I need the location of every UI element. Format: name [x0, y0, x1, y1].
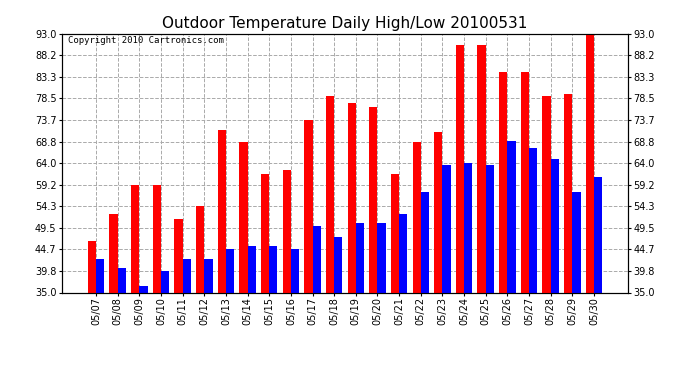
Bar	[348, 103, 356, 292]
Bar	[261, 174, 269, 292]
Bar	[542, 96, 551, 292]
Bar	[334, 237, 342, 292]
Bar	[248, 246, 256, 292]
Bar	[413, 142, 421, 292]
Bar	[499, 72, 507, 292]
Bar	[486, 165, 494, 292]
Bar	[96, 259, 104, 292]
Bar	[218, 130, 226, 292]
Bar	[399, 214, 407, 292]
Bar	[369, 107, 377, 292]
Bar	[377, 224, 386, 292]
Bar	[131, 184, 139, 292]
Bar	[183, 259, 191, 292]
Bar	[139, 286, 148, 292]
Bar	[421, 192, 429, 292]
Bar	[594, 177, 602, 292]
Bar	[291, 249, 299, 292]
Bar	[88, 241, 96, 292]
Bar	[442, 165, 451, 292]
Bar	[269, 246, 277, 292]
Bar	[456, 45, 464, 292]
Bar	[507, 141, 515, 292]
Bar	[529, 147, 538, 292]
Bar	[118, 268, 126, 292]
Bar	[304, 120, 313, 292]
Bar	[196, 206, 204, 292]
Title: Outdoor Temperature Daily High/Low 20100531: Outdoor Temperature Daily High/Low 20100…	[162, 16, 528, 31]
Bar	[464, 163, 472, 292]
Bar	[551, 159, 559, 292]
Bar	[326, 96, 334, 292]
Bar	[110, 214, 118, 292]
Bar	[356, 224, 364, 292]
Bar	[283, 170, 291, 292]
Text: Copyright 2010 Cartronics.com: Copyright 2010 Cartronics.com	[68, 36, 224, 45]
Bar	[434, 132, 442, 292]
Bar	[564, 94, 572, 292]
Bar	[204, 259, 213, 292]
Bar	[521, 72, 529, 292]
Bar	[391, 174, 399, 292]
Bar	[477, 45, 486, 292]
Bar	[161, 271, 169, 292]
Bar	[175, 219, 183, 292]
Bar	[226, 249, 234, 292]
Bar	[152, 184, 161, 292]
Bar	[586, 34, 594, 292]
Bar	[572, 192, 580, 292]
Bar	[239, 142, 248, 292]
Bar	[313, 226, 321, 292]
